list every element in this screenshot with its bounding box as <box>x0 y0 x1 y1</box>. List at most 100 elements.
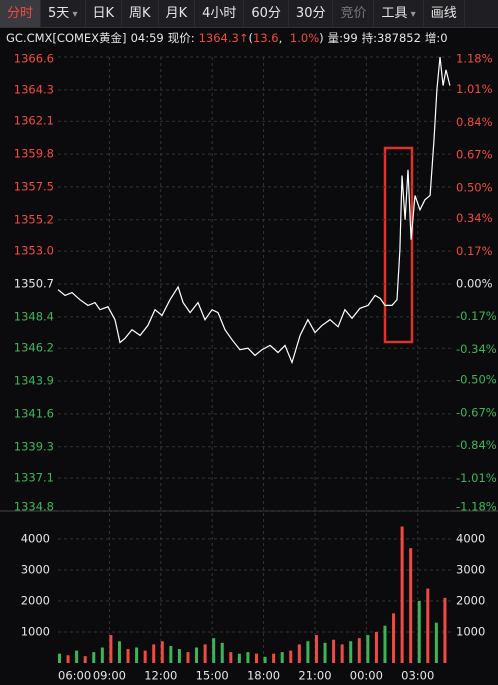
y-tick-label: 1357.5 <box>14 179 54 193</box>
vol-tick-label-right: 4000 <box>456 531 485 545</box>
y-tick-label: 1364.3 <box>14 82 54 96</box>
volume-bar <box>417 600 421 663</box>
toolbar-tab[interactable]: 分时 <box>0 0 42 27</box>
y-tick-label: 1337.1 <box>14 471 54 485</box>
y2-tick-label: -1.01% <box>456 471 497 485</box>
volume-bar <box>126 649 130 663</box>
toolbar-tab[interactable]: 周K <box>122 0 159 27</box>
y-tick-label: 1350.7 <box>14 277 54 291</box>
x-tick-label: 15:00 <box>196 669 229 683</box>
volume-bar <box>349 641 353 663</box>
volume-bar <box>177 649 181 663</box>
y2-tick-label: 0.67% <box>456 148 493 162</box>
y2-tick-label: -0.17% <box>456 309 497 323</box>
quote-field: 持:387852 <box>362 31 421 45</box>
toolbar-tab[interactable]: 30分 <box>289 0 334 27</box>
x-tick-label: 09:00 <box>93 669 126 683</box>
y-tick-label: 1348.4 <box>14 309 54 323</box>
volume-bar <box>409 548 413 663</box>
y2-tick-label: -1.18% <box>456 500 497 514</box>
y2-tick-label: 0.17% <box>456 244 493 258</box>
vol-tick-label: 3000 <box>21 562 50 576</box>
volume-bar <box>75 650 79 663</box>
volume-bar <box>400 526 404 663</box>
quote-field: 04:59 <box>131 31 164 45</box>
toolbar-tab[interactable]: 5天 <box>41 0 86 27</box>
quote-field: 量:99 <box>328 31 358 45</box>
volume-bar <box>434 622 438 663</box>
toolbar-tab[interactable]: 日K <box>86 0 123 27</box>
volume-bar <box>109 635 113 663</box>
volume-bar <box>443 597 447 663</box>
quote-field: GC.CMX[COMEX黄金] <box>6 31 127 45</box>
price-line <box>57 56 451 365</box>
volume-bar <box>186 652 190 663</box>
quote-field: ) <box>319 31 324 45</box>
y2-tick-label: -0.34% <box>456 342 497 356</box>
volume-bar <box>160 641 164 663</box>
volume-bar <box>237 653 241 663</box>
y2-tick-label: 0.00% <box>456 277 493 291</box>
up-arrow: ↑ <box>239 31 249 45</box>
x-tick-label: 18:00 <box>247 669 280 683</box>
y-tick-label: 1341.6 <box>14 406 54 420</box>
y-tick-label: 1343.9 <box>14 374 54 388</box>
quote-field: 增:0 <box>425 31 448 45</box>
quote-field: , <box>279 31 286 45</box>
y-tick-label: 1353.0 <box>14 244 54 258</box>
toolbar-tab[interactable]: 60分 <box>244 0 289 27</box>
volume-bar <box>374 631 378 663</box>
y-tick-label: 1334.8 <box>14 500 54 514</box>
volume-bar <box>100 647 104 663</box>
volume-bar <box>297 644 301 663</box>
y-tick-label: 1346.2 <box>14 341 54 355</box>
quote-field: ( <box>248 31 253 45</box>
y-tick-label: 1359.8 <box>14 147 54 161</box>
volume-bar <box>92 652 96 663</box>
y-tick-label: 1355.2 <box>14 212 54 226</box>
vol-tick-label-right: 1000 <box>456 624 485 638</box>
volume-bar <box>220 642 224 663</box>
volume-bar <box>66 655 70 663</box>
y2-tick-label: -0.84% <box>456 438 497 452</box>
x-tick-label: 00:00 <box>350 669 383 683</box>
volume-bar <box>83 656 87 663</box>
toolbar-tab[interactable]: 月K <box>159 0 196 27</box>
quote-field: 13.6 <box>253 31 279 45</box>
y2-tick-label: 0.50% <box>456 180 493 194</box>
quote-header: GC.CMX[COMEX黄金] 04:59 现价: 1364.3↑(13.6, 1.0… <box>6 31 448 45</box>
volume-bar <box>246 652 250 663</box>
volume-bar <box>340 644 344 663</box>
quote-field: 1.0% <box>290 31 319 45</box>
volume-bar <box>289 650 293 663</box>
volume-bar <box>306 641 310 663</box>
vol-tick-label: 1000 <box>21 624 50 638</box>
volume-bar <box>314 635 318 663</box>
volume-bar <box>143 650 147 663</box>
volume-bar <box>280 652 284 663</box>
x-tick-label: 21:00 <box>298 669 331 683</box>
volume-bar <box>272 653 276 663</box>
y2-tick-label: -0.50% <box>456 373 497 387</box>
toolbar-tab[interactable]: 4小时 <box>195 0 245 27</box>
volume-bar <box>229 652 233 663</box>
quote-field: 现价: <box>168 31 195 45</box>
toolbar-tab[interactable]: 画线 <box>424 0 465 27</box>
toolbar-tab[interactable]: 工具 <box>374 0 424 27</box>
volume-bar <box>169 645 173 663</box>
vol-tick-label-right: 3000 <box>456 562 485 576</box>
volume-bar <box>255 653 258 663</box>
quote-field: 1364.3 <box>199 31 239 45</box>
y-tick-label: 1366.6 <box>14 52 54 66</box>
y2-tick-label: 1.01% <box>456 82 493 96</box>
vol-tick-label: 4000 <box>21 531 50 545</box>
y-tick-label: 1339.3 <box>14 439 54 453</box>
volume-bar <box>392 613 396 663</box>
volume-bar <box>383 625 387 663</box>
x-tick-label: 03:00 <box>401 669 434 683</box>
volume-bar <box>357 638 361 663</box>
volume-bar <box>135 647 139 663</box>
x-tick-label: 12:00 <box>144 669 177 683</box>
volume-bar <box>366 635 370 663</box>
